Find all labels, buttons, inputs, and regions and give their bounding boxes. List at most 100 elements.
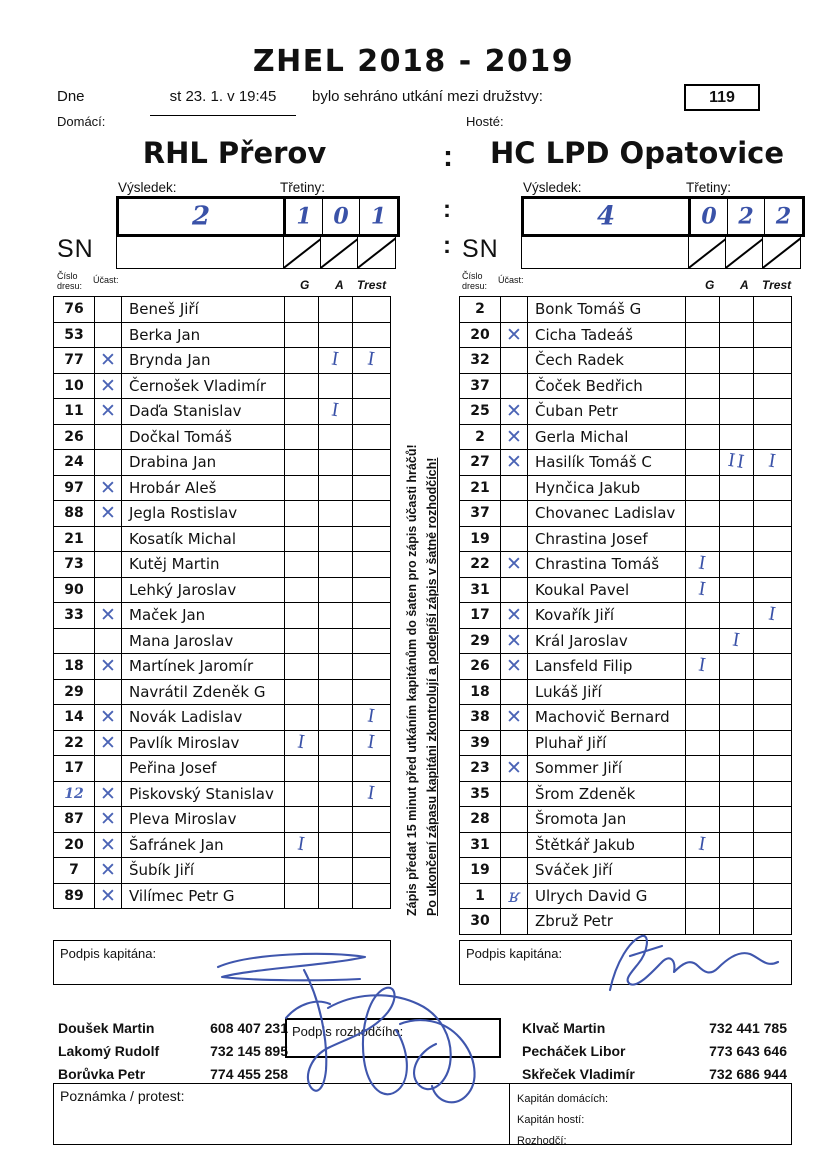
goals-cell[interactable] [284, 627, 319, 654]
penalty-cell[interactable] [352, 602, 391, 629]
attendance-mark-cell[interactable]: ✕ [500, 755, 528, 782]
assists-cell[interactable] [719, 729, 754, 756]
assists-cell[interactable] [719, 831, 754, 858]
goals-cell[interactable] [284, 372, 319, 399]
goals-cell[interactable] [685, 372, 720, 399]
assists-cell[interactable] [719, 678, 754, 705]
goals-cell[interactable] [284, 882, 319, 909]
penalty-cell[interactable] [753, 347, 792, 374]
attendance-mark-cell[interactable] [500, 780, 528, 807]
penalty-cell[interactable] [753, 857, 792, 884]
penalty-cell[interactable] [753, 831, 792, 858]
goals-cell[interactable] [685, 755, 720, 782]
attendance-mark-cell[interactable]: ✕ [94, 653, 122, 680]
goals-cell[interactable] [284, 857, 319, 884]
assists-cell[interactable] [318, 321, 353, 348]
goals-cell[interactable]: I [685, 831, 720, 858]
goals-cell[interactable] [685, 500, 720, 527]
goals-cell[interactable] [685, 347, 720, 374]
penalty-cell[interactable] [352, 423, 391, 450]
penalty-cell[interactable] [352, 576, 391, 603]
attendance-mark-cell[interactable]: ✕ [500, 321, 528, 348]
attendance-mark-cell[interactable] [94, 321, 122, 348]
attendance-mark-cell[interactable] [500, 729, 528, 756]
penalty-cell[interactable] [753, 423, 792, 450]
goals-cell[interactable] [685, 882, 720, 909]
assists-cell[interactable] [719, 602, 754, 629]
penalty-cell[interactable] [753, 908, 792, 935]
penalty-cell[interactable] [352, 372, 391, 399]
referee-signature-box[interactable]: Podpis rozhodčího: [285, 1018, 501, 1058]
goals-cell[interactable]: I [685, 653, 720, 680]
assists-cell[interactable]: I [318, 398, 353, 425]
assists-cell[interactable] [318, 500, 353, 527]
note-protest-box[interactable]: Poznámka / protest: Kapitán domácích: Kap… [53, 1083, 792, 1147]
attendance-mark-cell[interactable]: ✕ [94, 372, 122, 399]
assists-cell[interactable] [719, 806, 754, 833]
attendance-mark-cell[interactable] [500, 806, 528, 833]
assists-cell[interactable] [318, 882, 353, 909]
goals-cell[interactable] [284, 704, 319, 731]
attendance-mark-cell[interactable] [94, 449, 122, 476]
home-captain-signature-box[interactable]: Podpis kapitána: [53, 940, 391, 985]
penalty-cell[interactable]: I [753, 449, 792, 476]
attendance-mark-cell[interactable] [500, 831, 528, 858]
attendance-mark-cell[interactable] [500, 474, 528, 501]
goals-cell[interactable]: I [685, 551, 720, 578]
attendance-mark-cell[interactable] [94, 525, 122, 552]
goals-cell[interactable] [284, 474, 319, 501]
penalty-cell[interactable] [753, 627, 792, 654]
penalty-cell[interactable] [352, 653, 391, 680]
goals-cell[interactable] [685, 806, 720, 833]
penalty-cell[interactable] [352, 627, 391, 654]
goals-cell[interactable] [284, 449, 319, 476]
penalty-cell[interactable]: I [352, 704, 391, 731]
penalty-cell[interactable] [753, 729, 792, 756]
attendance-mark-cell[interactable] [94, 296, 122, 323]
penalty-cell[interactable] [352, 551, 391, 578]
goals-cell[interactable] [284, 321, 319, 348]
assists-cell[interactable] [719, 296, 754, 323]
penalty-cell[interactable] [352, 449, 391, 476]
attendance-mark-cell[interactable] [94, 551, 122, 578]
assists-cell[interactable] [719, 780, 754, 807]
goals-cell[interactable] [685, 704, 720, 731]
assists-cell[interactable] [318, 423, 353, 450]
goals-cell[interactable] [685, 780, 720, 807]
assists-cell[interactable] [318, 704, 353, 731]
penalty-cell[interactable] [352, 296, 391, 323]
goals-cell[interactable] [685, 678, 720, 705]
attendance-mark-cell[interactable]: ✕ [500, 398, 528, 425]
assists-cell[interactable] [318, 296, 353, 323]
assists-cell[interactable] [318, 653, 353, 680]
attendance-mark-cell[interactable]: ✕ [94, 500, 122, 527]
assists-cell[interactable] [719, 908, 754, 935]
attendance-mark-cell[interactable] [94, 627, 122, 654]
penalty-cell[interactable] [753, 372, 792, 399]
assists-cell[interactable] [318, 551, 353, 578]
attendance-mark-cell[interactable] [500, 576, 528, 603]
goals-cell[interactable] [284, 653, 319, 680]
assists-cell[interactable] [318, 831, 353, 858]
penalty-cell[interactable] [352, 678, 391, 705]
goals-cell[interactable] [685, 602, 720, 629]
attendance-mark-cell[interactable]: ✕ [94, 398, 122, 425]
goals-cell[interactable] [685, 296, 720, 323]
penalty-cell[interactable] [352, 882, 391, 909]
assists-cell[interactable] [318, 372, 353, 399]
goals-cell[interactable] [284, 602, 319, 629]
goals-cell[interactable] [284, 500, 319, 527]
attendance-mark-cell[interactable]: ✕ [94, 474, 122, 501]
assists-cell[interactable] [318, 602, 353, 629]
penalty-cell[interactable] [352, 525, 391, 552]
assists-cell[interactable] [318, 857, 353, 884]
attendance-mark-cell[interactable]: ✕ [94, 831, 122, 858]
goals-cell[interactable] [685, 321, 720, 348]
penalty-cell[interactable] [753, 576, 792, 603]
goals-cell[interactable] [685, 474, 720, 501]
goals-cell[interactable] [284, 525, 319, 552]
penalty-cell[interactable] [352, 831, 391, 858]
attendance-mark-cell[interactable]: ✕ [94, 780, 122, 807]
goals-cell[interactable] [284, 678, 319, 705]
penalty-cell[interactable] [753, 525, 792, 552]
